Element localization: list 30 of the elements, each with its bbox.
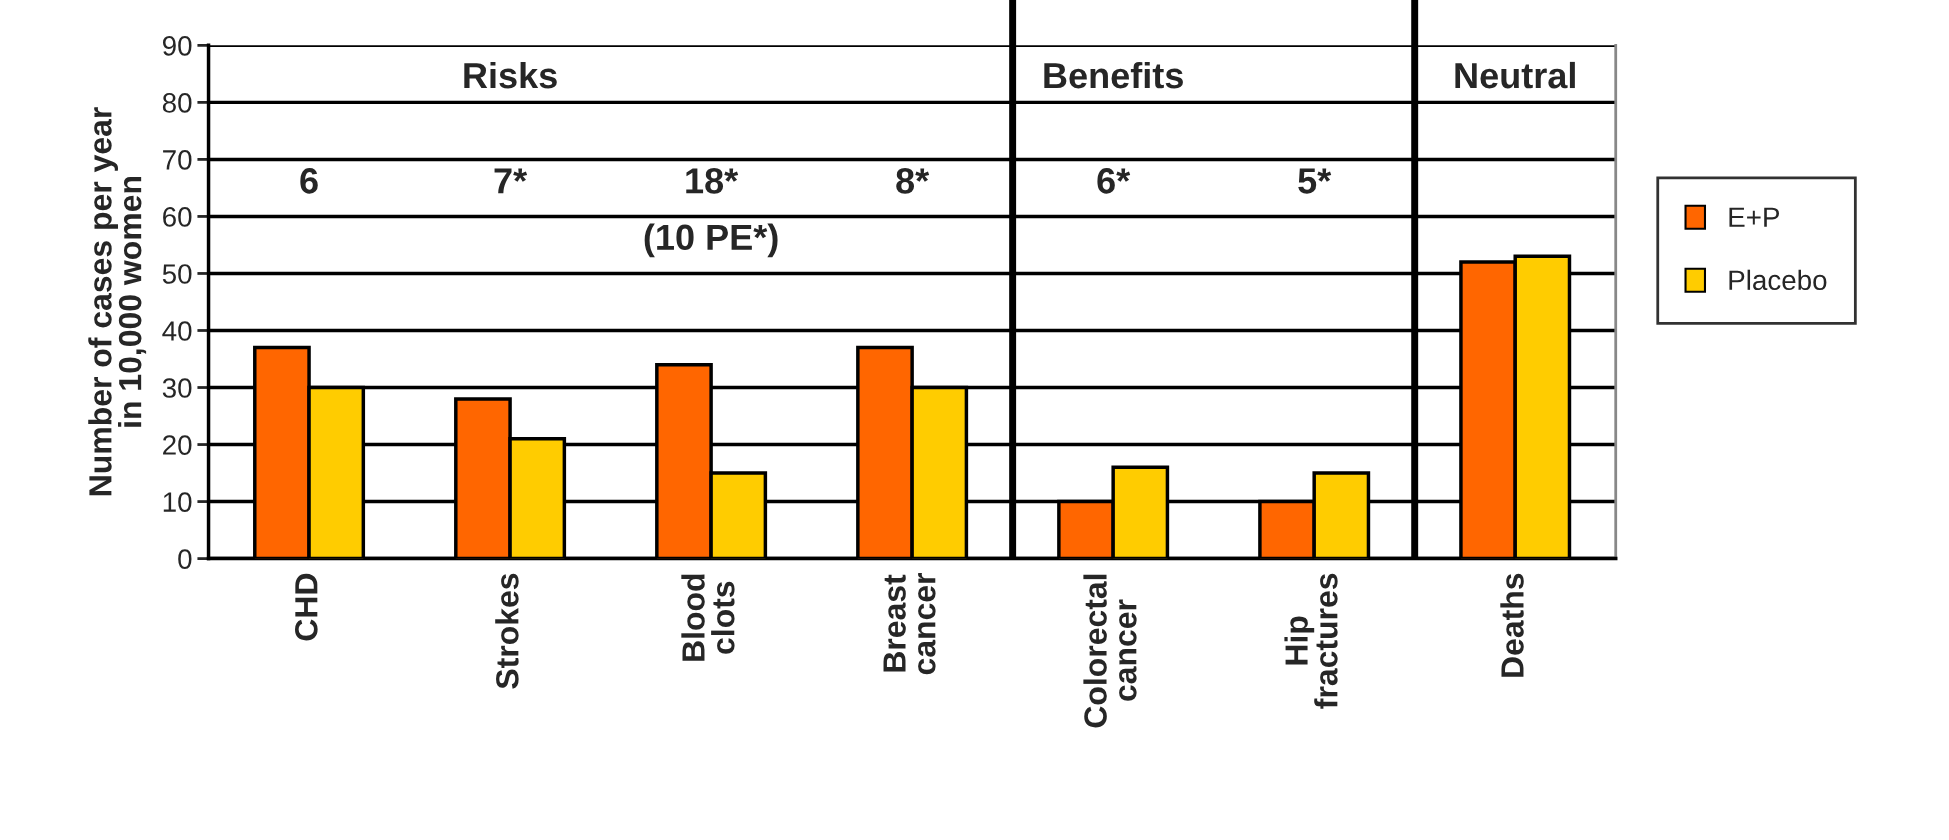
annotation: 5* [1298,168,1332,194]
x-tick-label: Colorectal cancer [1083,574,1137,728]
y-axis-title: Number of cases per year in 10,000 women [88,107,147,496]
y-tick-label: 30 [162,378,192,398]
x-tick-label: Hip fractures [1284,573,1338,709]
annotation: 6* [1097,168,1131,194]
annotation: (10 PE*) [644,223,778,258]
y-tick-label: 90 [162,36,192,56]
annotation: Neutral [1455,61,1575,89]
y-tick-label: 60 [163,207,192,227]
x-tick-label: Blood clots [681,574,735,661]
legend-label: Placebo [1729,269,1827,291]
legend-label: E+P [1729,207,1780,227]
y-tick-label: 40 [162,321,192,341]
y-tick-label: 80 [162,93,192,113]
x-tick-label: CHD [295,573,318,641]
y-tick-label: 20 [163,435,192,455]
x-tick-label: Strokes [495,573,519,689]
annotation: 7* [494,168,528,194]
x-tick-label: Deaths [1500,573,1524,677]
y-tick-label: 70 [163,150,192,170]
x-tick-label: Breast cancer [883,572,936,675]
annotation: 8* [896,168,930,194]
annotation: Risks [464,61,557,89]
annotation: 6 [300,168,318,194]
y-tick-label: 10 [163,492,192,512]
annotation: 18* [686,168,739,194]
y-tick-label: 0 [178,549,192,569]
annotation: Benefits [1044,61,1183,89]
y-tick-label: 50 [162,264,192,284]
